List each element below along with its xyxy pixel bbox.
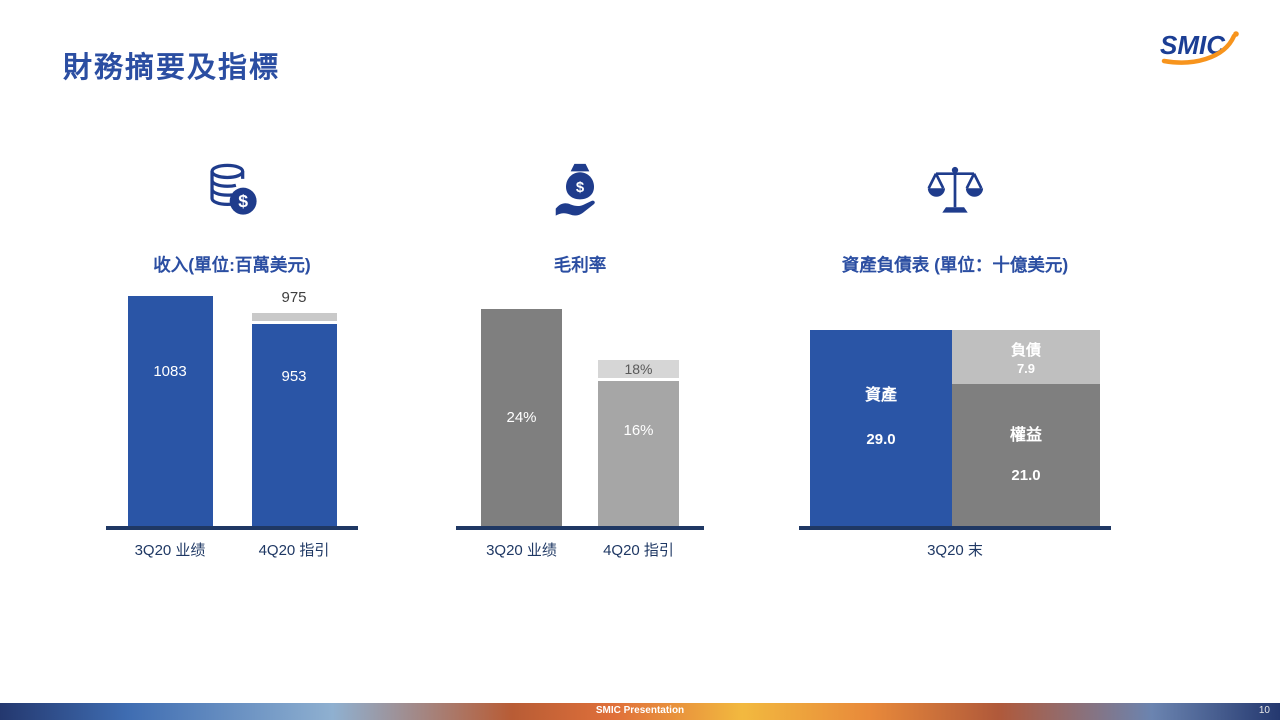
coins-icon: $ — [62, 150, 402, 230]
liabilities-label: 負債 — [1010, 341, 1041, 359]
smic-logo: SMIC — [1158, 26, 1248, 68]
smic-logo-swoosh-icon — [1161, 31, 1239, 65]
revenue-bar-4q20: 953 — [251, 324, 337, 526]
revenue-chart: $ 收入(單位:百萬美元) 1083 975 953 3Q20 业绩 4Q20 … — [62, 150, 402, 590]
margin-cat-3q20: 3Q20 业绩 — [486, 542, 557, 559]
footer-bar: SMIC Presentation 10 — [0, 703, 1280, 720]
margin-bar-group-3q20: 24% — [481, 309, 562, 526]
revenue-cat-3q20: 3Q20 业绩 — [134, 542, 206, 559]
margin-cat-4q20: 4Q20 指引 — [603, 542, 674, 559]
balance-sheet-chart: 資產負債表 (單位：十億美元) 資產 29.0 負債 7.9 權益 21.0 — [775, 150, 1135, 590]
svg-text:$: $ — [576, 179, 585, 196]
footer-title: SMIC Presentation — [595, 705, 685, 716]
balance-sheet-plot: 資產 29.0 負債 7.9 權益 21.0 — [775, 292, 1135, 526]
page-number: 10 — [1258, 705, 1270, 716]
revenue-bar-group-4q20: 975 953 — [251, 289, 337, 526]
margin-bar-3q20: 24% — [481, 309, 562, 526]
revenue-value-3q20: 1083 — [153, 362, 187, 380]
revenue-cat-4q20: 4Q20 指引 — [258, 542, 330, 559]
equity-label: 權益 — [1009, 426, 1042, 444]
balance-scale-icon — [775, 150, 1135, 230]
assets-label: 資產 — [864, 386, 897, 404]
gross-margin-chart: $ 毛利率 24% 18% 16% 3Q20 业绩 4Q20 指引 — [420, 150, 740, 590]
margin-bar-group-4q20: 18% 16% — [598, 360, 679, 526]
assets-value: 29.0 — [866, 430, 896, 448]
balance-sheet-category-row: 3Q20 末 — [775, 539, 1135, 560]
balance-sheet-chart-title: 資產負債表 (單位：十億美元) — [841, 254, 1069, 275]
revenue-bar-group-3q20: 1083 — [127, 296, 213, 526]
gross-margin-chart-title: 毛利率 — [553, 254, 607, 275]
assets-block: 資產 29.0 — [810, 330, 952, 526]
liabilities-equity-column: 負債 7.9 權益 21.0 — [952, 330, 1100, 526]
margin-bar-4q20-cap: 18% — [598, 360, 679, 378]
liabilities-value: 7.9 — [1016, 360, 1036, 376]
gross-margin-axis-line — [456, 526, 704, 530]
balance-sheet-axis-line — [799, 526, 1111, 530]
revenue-value-4q20: 953 — [281, 368, 307, 386]
margin-value-4q20: 16% — [623, 421, 654, 439]
page-title: 財務摘要及指標 — [63, 50, 281, 84]
margin-upper-value-4q20: 18% — [624, 361, 653, 377]
equity-value: 21.0 — [1011, 466, 1041, 484]
gross-margin-category-row: 3Q20 业绩 4Q20 指引 — [420, 539, 740, 560]
svg-text:$: $ — [238, 191, 248, 211]
revenue-bar-4q20-cap — [251, 313, 337, 321]
money-bag-icon: $ — [420, 150, 740, 230]
revenue-bar-3q20: 1083 — [127, 296, 213, 526]
liabilities-block: 負債 7.9 — [952, 330, 1100, 384]
revenue-axis-line — [106, 526, 358, 530]
margin-value-3q20: 24% — [506, 408, 537, 426]
revenue-category-row: 3Q20 业绩 4Q20 指引 — [62, 539, 402, 560]
gross-margin-plot: 24% 18% 16% — [420, 292, 740, 526]
balance-sheet-cat-3q20: 3Q20 末 — [927, 542, 983, 559]
equity-block: 權益 21.0 — [952, 384, 1100, 526]
revenue-upper-value-4q20: 975 — [281, 289, 307, 306]
revenue-chart-title: 收入(單位:百萬美元) — [153, 254, 311, 275]
revenue-plot: 1083 975 953 — [62, 289, 402, 526]
balance-sheet-mosaic: 資產 29.0 負債 7.9 權益 21.0 — [810, 330, 1100, 526]
margin-bar-4q20: 16% — [598, 381, 679, 526]
